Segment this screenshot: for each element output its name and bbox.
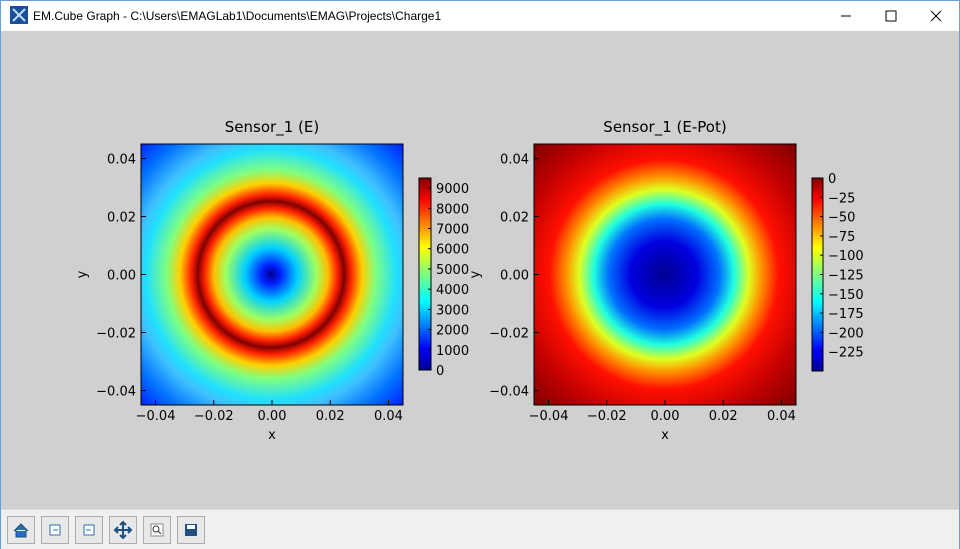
heatmap-image (534, 144, 796, 405)
pan-button[interactable] (109, 516, 137, 544)
chart-title: Sensor_1 (E) (225, 118, 319, 137)
colorbar-tick-label: 7000 (436, 223, 469, 238)
app-icon (10, 6, 28, 24)
y-tick-label: −0.04 (96, 385, 136, 400)
chart-title: Sensor_1 (E-Pot) (603, 118, 726, 137)
x-tick-label: −0.04 (529, 409, 569, 424)
toolbar (1, 509, 959, 549)
home-button[interactable] (7, 516, 35, 544)
y-tick-label: 0.04 (500, 153, 529, 168)
x-tick-label: 0.00 (651, 409, 680, 424)
colorbar-tick-label: 4000 (436, 283, 469, 298)
y-tick-label: −0.04 (489, 385, 529, 400)
colorbar-tick-label: −75 (828, 230, 855, 245)
y-tick-label: 0.04 (107, 153, 136, 168)
x-tick-label: 0.02 (316, 409, 345, 424)
colorbar-tick-label: −25 (828, 191, 855, 206)
window-controls (841, 10, 942, 22)
x-tick-label: 0.02 (709, 409, 738, 424)
colorbar-tick-label: −150 (828, 288, 864, 303)
back-button[interactable] (41, 516, 69, 544)
forward-button[interactable] (75, 516, 103, 544)
colorbar-tick-label: 1000 (436, 344, 469, 359)
zoom-button[interactable] (143, 516, 171, 544)
colorbar-tick-label: −100 (828, 249, 864, 264)
colorbar-tick-label: −200 (828, 326, 864, 341)
colorbar-tick-label: −125 (828, 269, 864, 284)
x-tick-label: −0.04 (136, 409, 176, 424)
x-axis-label: x (661, 428, 669, 443)
colorbar-tick-label: −175 (828, 307, 864, 322)
y-axis-label: y (75, 270, 90, 278)
x-tick-label: 0.04 (767, 409, 796, 424)
colorbar-tick-label: 6000 (436, 243, 469, 258)
y-axis-label: y (468, 270, 483, 278)
colorbar (418, 177, 432, 371)
x-axis-label: x (268, 428, 276, 443)
colorbar-tick-label: 3000 (436, 303, 469, 318)
y-tick-label: 0.00 (500, 269, 529, 284)
x-tick-label: 0.04 (374, 409, 403, 424)
figure: Sensor_1 (E) x y −0.04 −0.02 0.00 0.02 0.04 −0.0… (75, 118, 864, 443)
colorbar-tick-label: 8000 (436, 202, 469, 217)
y-tick-label: 0.02 (107, 211, 136, 226)
colorbar-tick-label: 9000 (436, 182, 469, 197)
y-tick-label: 0.02 (500, 211, 529, 226)
heatmap-image (141, 144, 403, 405)
maximize-button[interactable] (885, 10, 897, 22)
x-tick-label: −0.02 (587, 409, 627, 424)
x-tick-label: −0.02 (194, 409, 234, 424)
colorbar-tick-label: −50 (828, 211, 855, 226)
colorbar-tick-label: 0 (828, 172, 836, 187)
y-tick-label: −0.02 (489, 327, 529, 342)
y-tick-label: −0.02 (96, 327, 136, 342)
colorbar-tick-label: 5000 (436, 263, 469, 278)
window-title: EM.Cube Graph - C:\Users\EMAGLab1\Docume… (33, 9, 442, 23)
colorbar-tick-label: 2000 (436, 324, 469, 339)
close-button[interactable] (930, 10, 942, 22)
title-bar: EM.Cube Graph - C:\Users\EMAGLab1\Docume… (1, 1, 959, 31)
x-tick-label: 0.00 (258, 409, 287, 424)
y-tick-label: 0.00 (107, 269, 136, 284)
save-button[interactable] (177, 516, 205, 544)
colorbar-tick-label: −225 (828, 346, 864, 361)
colorbar-tick-label: 0 (436, 364, 444, 379)
